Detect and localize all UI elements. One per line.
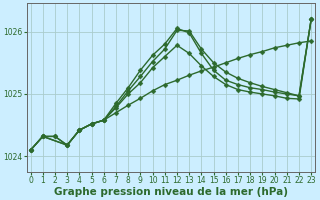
X-axis label: Graphe pression niveau de la mer (hPa): Graphe pression niveau de la mer (hPa) xyxy=(54,187,288,197)
